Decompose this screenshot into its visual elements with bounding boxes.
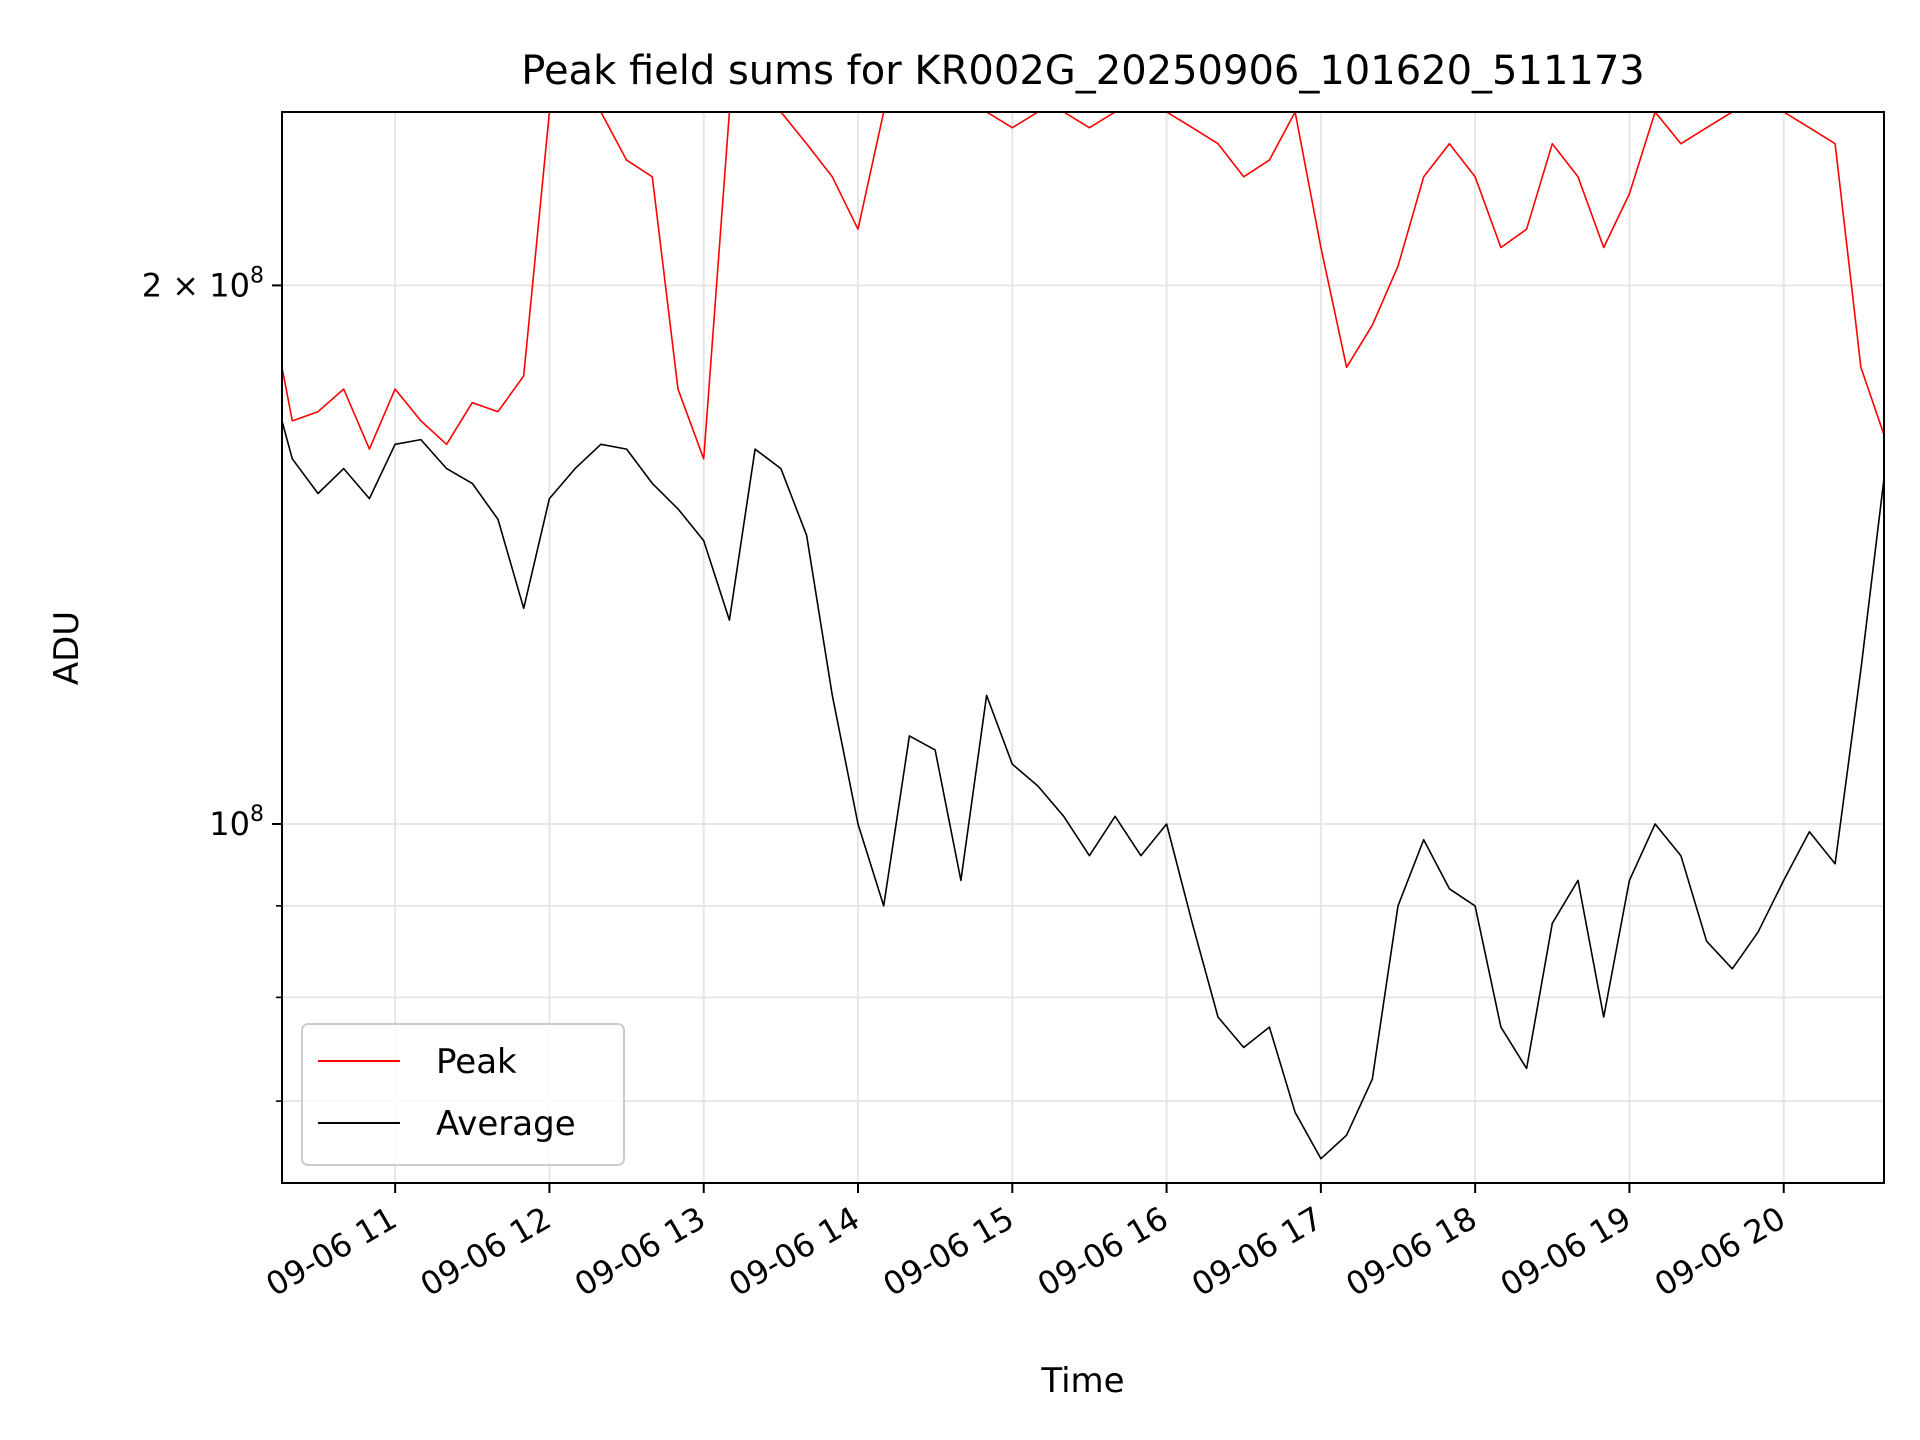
legend-label-average: Average: [436, 1104, 576, 1144]
legend: Peak Average: [301, 1023, 625, 1166]
legend-box: [301, 1023, 625, 1166]
chart-title: Peak field sums for KR002G_20250906_1016…: [521, 48, 1645, 94]
series-line-average: [282, 420, 1884, 1160]
x-axis-label: Time: [1040, 1361, 1124, 1401]
y-axis-label: ADU: [47, 611, 87, 685]
y-tick-label: 108: [209, 802, 264, 843]
plot-area: [282, 112, 1884, 1160]
plot-frame: [281, 111, 1885, 1184]
series-line-peak: [282, 112, 1884, 460]
y-tick-label: 2 × 108: [142, 263, 264, 304]
y-axis: 108 2 × 108: [142, 263, 282, 1102]
legend-label-peak: Peak: [436, 1042, 517, 1082]
grid: [282, 112, 1884, 1183]
